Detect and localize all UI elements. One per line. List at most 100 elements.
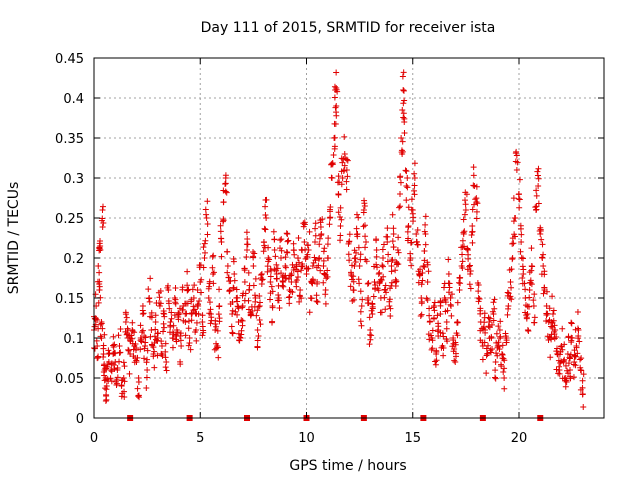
data-point — [562, 362, 569, 369]
data-point — [366, 314, 373, 321]
data-point — [473, 208, 480, 215]
data-point — [418, 311, 425, 318]
data-point — [401, 115, 408, 122]
data-point — [528, 281, 535, 288]
data-point — [350, 278, 357, 285]
data-point — [397, 179, 404, 186]
x-tick-label: 20 — [511, 431, 528, 446]
data-point — [572, 353, 579, 360]
data-point — [232, 308, 239, 315]
data-point — [426, 336, 433, 343]
data-point — [335, 191, 342, 198]
data-point — [563, 377, 570, 384]
data-point — [469, 229, 476, 236]
data-point — [151, 348, 158, 355]
data-point — [209, 264, 216, 271]
data-point — [250, 254, 257, 261]
data-point — [559, 325, 566, 332]
data-point — [339, 159, 346, 166]
data-point — [420, 263, 427, 269]
data-point — [361, 222, 368, 229]
data-point — [185, 325, 192, 332]
data-point — [373, 261, 380, 268]
data-point — [575, 327, 582, 333]
data-point — [431, 307, 438, 314]
data-point — [538, 236, 545, 243]
data-point — [373, 253, 380, 260]
data-point — [322, 291, 329, 298]
data-point — [121, 388, 128, 395]
data-point — [345, 240, 352, 247]
data-point — [331, 134, 338, 141]
data-point — [492, 375, 499, 382]
data-point — [245, 269, 252, 276]
data-point — [531, 319, 538, 326]
data-point — [102, 398, 109, 405]
data-point — [206, 299, 213, 306]
data-point — [544, 310, 551, 317]
data-point — [346, 231, 353, 238]
data-point — [573, 344, 580, 351]
data-point — [129, 328, 136, 335]
data-point — [381, 294, 388, 301]
data-point — [375, 287, 382, 294]
data-point — [486, 319, 493, 325]
data-point — [120, 375, 127, 381]
data-point — [168, 315, 175, 322]
data-point — [294, 268, 301, 275]
data-point — [460, 229, 467, 236]
data-point — [512, 214, 519, 221]
data-point — [366, 331, 373, 338]
data-point — [322, 300, 329, 307]
data-point — [121, 363, 128, 370]
data-point — [284, 238, 291, 245]
data-point — [515, 191, 522, 198]
data-point — [284, 231, 291, 237]
data-point — [120, 359, 127, 366]
data-point — [413, 238, 420, 245]
data-point — [324, 267, 331, 274]
data-point — [298, 267, 305, 274]
data-point — [383, 289, 390, 296]
data-point — [432, 358, 439, 365]
data-point — [108, 378, 115, 385]
data-point — [182, 332, 189, 339]
data-point — [337, 237, 344, 244]
data-point — [380, 263, 386, 270]
data-point — [491, 296, 498, 303]
data-point — [470, 172, 477, 179]
data-point — [394, 247, 401, 253]
data-point — [479, 356, 486, 363]
data-point — [199, 312, 206, 319]
data-point — [485, 323, 492, 330]
data-point — [568, 319, 575, 326]
data-point — [194, 301, 201, 308]
data-point — [445, 280, 452, 287]
data-point — [493, 350, 500, 357]
data-point — [407, 257, 414, 264]
data-point — [338, 216, 345, 223]
data-point — [176, 311, 182, 317]
data-point — [261, 242, 268, 249]
data-point — [324, 241, 331, 248]
data-point — [508, 284, 515, 291]
data-point — [479, 343, 486, 349]
data-point — [299, 262, 306, 269]
grid-lines — [94, 58, 604, 418]
data-point — [457, 280, 464, 287]
data-point — [278, 247, 285, 254]
data-point — [204, 220, 211, 227]
data-point — [399, 106, 406, 113]
data-point — [320, 248, 327, 255]
data-point — [467, 271, 474, 277]
data-point — [481, 319, 488, 326]
data-point — [224, 263, 231, 269]
data-point — [377, 309, 384, 316]
data-point — [496, 335, 503, 342]
data-point — [411, 175, 418, 181]
data-point — [316, 241, 323, 248]
data-point — [245, 306, 252, 313]
data-point — [387, 312, 394, 319]
data-point — [275, 297, 282, 304]
data-point — [472, 196, 479, 203]
